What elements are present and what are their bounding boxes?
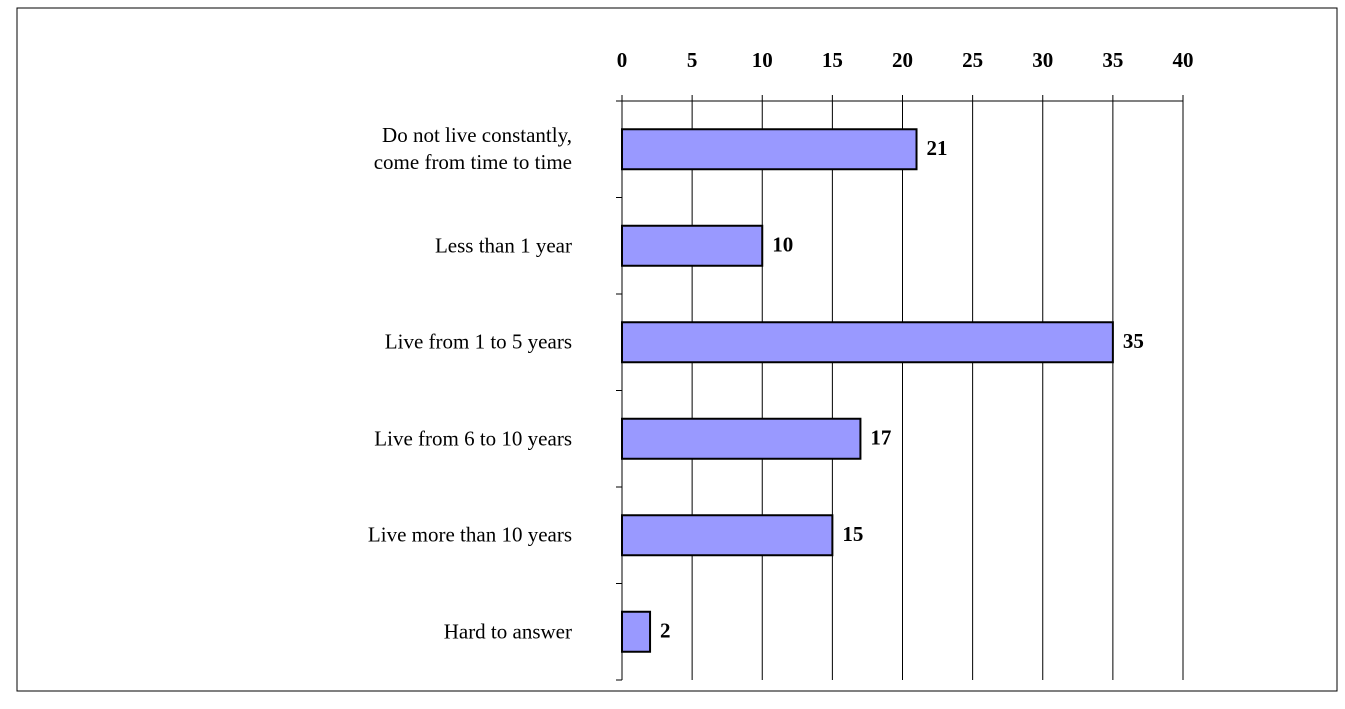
data-label: 15 (842, 522, 863, 546)
x-tick-label: 15 (822, 48, 843, 72)
chart-frame (16, 7, 1338, 692)
category-label: Hard to answer (443, 619, 572, 644)
category-label: Less than 1 year (434, 233, 572, 258)
bar (621, 224, 764, 267)
category-label: Live from 6 to 10 years (374, 426, 572, 451)
x-tick-label: 10 (752, 48, 773, 72)
x-tick-label: 35 (1102, 48, 1123, 72)
x-tick-label: 20 (892, 48, 913, 72)
x-tick-label: 25 (962, 48, 983, 72)
category-label: Do not live constantly, come from time t… (373, 123, 572, 175)
category-label: Live more than 10 years (367, 522, 572, 547)
data-label: 35 (1123, 329, 1144, 353)
x-tick-label: 40 (1173, 48, 1194, 72)
data-label: 2 (660, 619, 671, 643)
x-tick-label: 0 (617, 48, 628, 72)
x-tick-label: 5 (687, 48, 698, 72)
data-label: 10 (772, 233, 793, 257)
bar (621, 610, 652, 653)
bar (621, 128, 918, 171)
bar (621, 321, 1114, 364)
bar (621, 417, 862, 460)
x-tick-label: 30 (1032, 48, 1053, 72)
bar (621, 514, 834, 557)
category-label: Live from 1 to 5 years (384, 329, 572, 354)
data-label: 17 (870, 426, 891, 450)
data-label: 21 (927, 136, 948, 160)
